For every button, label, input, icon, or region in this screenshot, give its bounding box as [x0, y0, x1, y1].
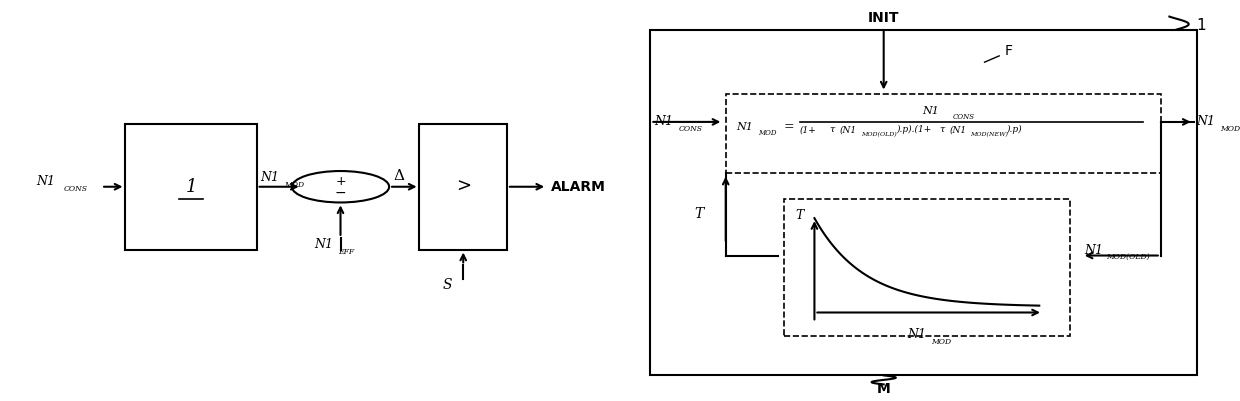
Text: 1: 1: [1197, 18, 1205, 33]
Text: (1+: (1+: [800, 125, 817, 134]
Bar: [419, 124, 507, 249]
Text: T: T: [796, 209, 804, 222]
Text: (N1: (N1: [839, 125, 857, 134]
Text: N1: N1: [1084, 244, 1104, 257]
Text: N1: N1: [906, 328, 926, 341]
Text: MOD: MOD: [1220, 125, 1240, 133]
Text: =: =: [784, 120, 795, 133]
Text: MOD(NEW): MOD(NEW): [970, 132, 1008, 137]
Text: T: T: [694, 207, 703, 221]
Bar: [125, 124, 257, 249]
Text: N1: N1: [923, 106, 940, 116]
Text: (N1: (N1: [950, 125, 966, 134]
Text: N1: N1: [653, 115, 673, 128]
Text: Δ: Δ: [393, 169, 404, 183]
Text: MOD: MOD: [285, 181, 305, 189]
Text: ALARM: ALARM: [551, 180, 605, 194]
Text: N1: N1: [37, 175, 56, 188]
Bar: [725, 94, 1161, 173]
Text: M: M: [877, 382, 890, 396]
Text: INIT: INIT: [868, 11, 899, 25]
Bar: [784, 198, 1070, 336]
Text: CONS: CONS: [678, 125, 702, 133]
Text: 1: 1: [185, 178, 197, 196]
Text: F: F: [1004, 44, 1013, 58]
Text: N1: N1: [737, 122, 754, 132]
Text: >: >: [456, 178, 471, 196]
Text: CONS: CONS: [63, 185, 88, 193]
Text: N1: N1: [1197, 115, 1215, 128]
Text: N1: N1: [260, 171, 279, 184]
Text: MOD: MOD: [759, 129, 777, 137]
Text: CONS: CONS: [954, 113, 975, 121]
Text: ).p).(1+: ).p).(1+: [895, 125, 931, 134]
Text: S: S: [443, 278, 453, 292]
Text: ).p): ).p): [1007, 125, 1022, 134]
Text: +: +: [335, 175, 346, 188]
Text: MOD(OLD): MOD(OLD): [1106, 253, 1149, 261]
Text: EFF: EFF: [339, 247, 355, 255]
Text: τ: τ: [940, 125, 945, 134]
Text: τ: τ: [830, 125, 835, 134]
Text: MOD: MOD: [931, 338, 951, 346]
Text: MOD(OLD): MOD(OLD): [861, 132, 897, 137]
Text: −: −: [335, 186, 346, 200]
Bar: [650, 30, 1197, 375]
Text: N1: N1: [314, 238, 332, 251]
